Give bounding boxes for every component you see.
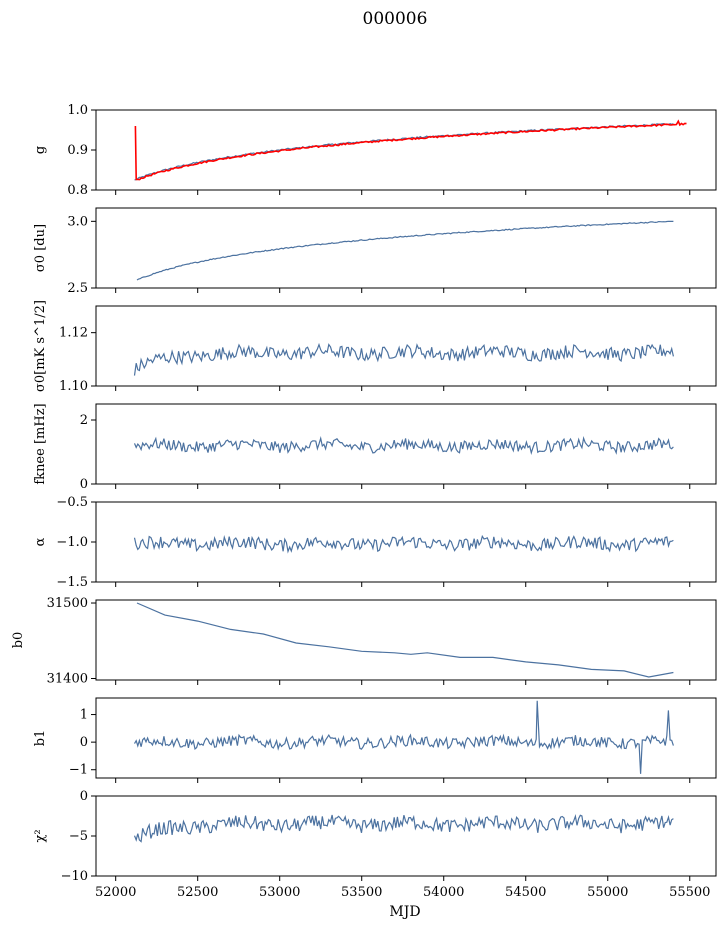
y-tick-label: −5 [69,829,88,844]
y-tick-label: 1 [80,708,88,723]
y-tick-label: 3.0 [67,214,88,229]
y-tick-label: 0.8 [67,183,88,198]
panel-8-series-1-line [133,813,674,843]
y-tick-label: 31400 [47,671,88,686]
panel-6-frame [95,599,717,681]
y-tick-label: 1.0 [67,103,88,118]
y-tick-label: 31500 [47,596,88,611]
panel-4-frame [95,403,717,485]
y-tick-label: −1.0 [56,535,88,550]
panel-3-series-1-line [133,342,674,376]
panel-2-series-1-line [136,220,674,281]
x-tick-label: 52500 [177,885,218,900]
y-tick-label: 2 [80,413,88,428]
y-axis-label: σ0 [du] [33,224,48,272]
y-tick-label: 1.12 [59,326,88,341]
x-tick-label: 53500 [341,885,382,900]
x-tick-label: 52000 [95,885,136,900]
y-axis-label: b0 [11,632,26,649]
figure-title: 000006 [363,9,428,29]
y-axis-label: α [33,537,48,546]
x-tick-label: 53000 [259,885,300,900]
x-tick-label: 54000 [423,885,464,900]
y-tick-label: 1.10 [59,379,88,394]
panel-5-series-1-line [133,534,674,554]
panel-1-series-1-line [134,122,674,181]
y-tick-label: 0 [80,477,88,492]
y-axis-label: g [33,146,48,154]
x-tick-label: 55000 [587,885,628,900]
panel-4-series-1-line [133,436,674,456]
y-tick-label: −1 [69,763,88,778]
y-tick-label: 2.5 [67,281,88,296]
x-tick-label: 55500 [669,885,710,900]
panel-3-frame [95,305,717,387]
panel-6-series-1-line [136,602,674,678]
y-tick-label: 0 [80,735,88,750]
panel-2-frame [95,207,717,289]
panel-1-frame [95,109,717,191]
x-tick-label: 54500 [505,885,546,900]
y-tick-label: −0.5 [56,495,88,510]
y-axis-label: b1 [33,730,48,747]
x-axis-label: MJD [389,904,420,920]
y-tick-label: 0 [80,789,88,804]
y-axis-label: σ0[mK s^1/2] [33,300,48,392]
y-tick-label: −1.5 [56,575,88,590]
panel-1-series-2-line [134,119,687,181]
y-axis-label: χ² [33,829,48,842]
y-axis-label: fknee [mHz] [33,403,48,484]
y-tick-label: 0.9 [67,143,88,158]
y-tick-label: −10 [61,869,88,884]
panel-8-frame [95,795,717,877]
panel-7-series-1-line [133,700,674,774]
panel-7-frame [95,697,717,779]
